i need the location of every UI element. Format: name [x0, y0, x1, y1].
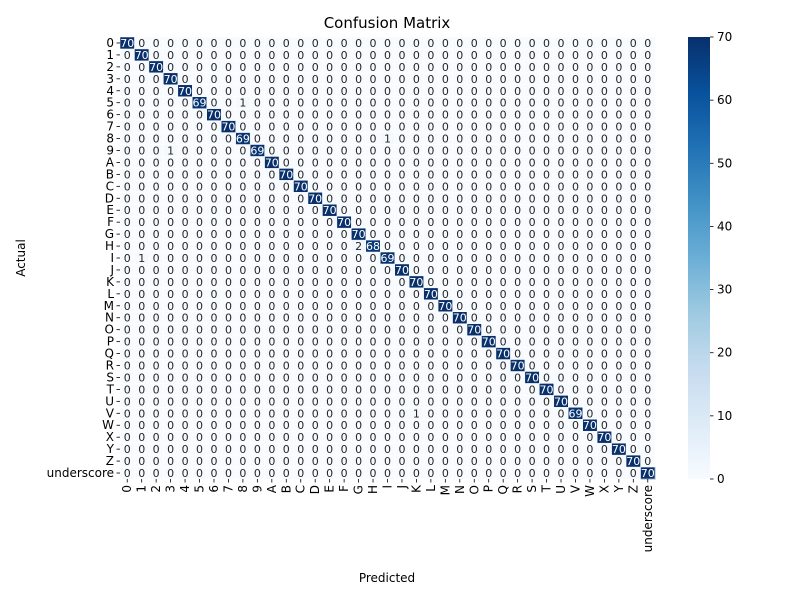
- x-tick-label: 8: [236, 485, 250, 493]
- x-tick-label: Q: [496, 485, 510, 494]
- cell-value-label: 0: [601, 467, 608, 480]
- x-tick-label: P: [482, 485, 496, 492]
- y-axis-label: Actual: [14, 239, 28, 277]
- cell-value-label: 0: [297, 467, 304, 480]
- y-tick-labels: 0123456789ABCDEFGHIJKLMNOPQRSTUVWXYZunde…: [47, 36, 120, 480]
- colorbar-tick-label: 10: [717, 409, 732, 423]
- cell-value-label: 0: [124, 467, 131, 480]
- x-tick-label: H: [366, 485, 380, 494]
- x-tick-label: V: [568, 484, 582, 493]
- cell-value-label: 0: [355, 467, 362, 480]
- x-tick-label: A: [265, 484, 279, 493]
- x-tick-label: 2: [149, 485, 163, 493]
- x-axis-label: Predicted: [359, 571, 415, 585]
- x-tick-label: 9: [250, 485, 264, 493]
- heatmap-cells: 70 0 0 0 0 0 0 0 0 0 0 0 0 0 0 0 0 0 0 0 0 0 0 0 0 0 0 0 0 0 0 0 0 0 0 0 00 7…: [120, 37, 655, 480]
- x-tick-labels: 0 1 2 3 4 5 6 7 8 9 A B C D E F G H I J K L M N O P Q R S T U V W X Y Zunde…: [120, 479, 655, 552]
- cell-value-label: 0: [182, 467, 189, 480]
- cell-value-label: 0: [210, 467, 217, 480]
- x-tick-label: F: [337, 485, 351, 492]
- x-tick-label: Y: [612, 484, 626, 493]
- x-tick-label: W: [583, 485, 597, 497]
- y-tick-label: underscore: [47, 466, 114, 480]
- cell-value-label: 0: [326, 467, 333, 480]
- x-tick-label: U: [554, 485, 568, 494]
- colorbar: 0 10 20 30 40 50 60 70: [688, 30, 732, 486]
- colorbar-tick-label: 0: [717, 472, 725, 486]
- x-tick-label: 1: [135, 485, 149, 493]
- x-tick-label: Z: [626, 485, 640, 493]
- cell-value-label: 0: [615, 467, 622, 480]
- cell-value-label: 0: [456, 467, 463, 480]
- colorbar-tick-label: 50: [717, 156, 732, 170]
- cell-value-label: 70: [641, 467, 655, 480]
- cell-value-label: 0: [196, 467, 203, 480]
- cell-value-label: 0: [283, 467, 290, 480]
- cell-value-label: 0: [398, 467, 405, 480]
- cell-value-label: 0: [413, 467, 420, 480]
- cell-value-label: 0: [341, 467, 348, 480]
- x-tick-label: R: [511, 485, 525, 493]
- x-tick-label: O: [467, 485, 481, 494]
- x-tick-label: E: [323, 485, 337, 493]
- colorbar-gradient: [688, 37, 710, 479]
- cell-value-label: 0: [370, 467, 377, 480]
- colorbar-tick-label: 70: [717, 30, 732, 44]
- colorbar-tick-label: 30: [717, 283, 732, 297]
- cell-value-label: 0: [586, 467, 593, 480]
- cell-value-label: 0: [384, 467, 391, 480]
- cell-value-label: 0: [239, 467, 246, 480]
- x-tick-label: J: [395, 485, 409, 490]
- x-tick-label: G: [352, 485, 366, 494]
- cell-value-label: 0: [138, 467, 145, 480]
- x-tick-label: underscore: [641, 485, 655, 552]
- x-tick-label: 0: [120, 485, 134, 493]
- colorbar-tick-label: 40: [717, 219, 732, 233]
- x-tick-label: L: [424, 485, 438, 492]
- cell-value-label: 0: [485, 467, 492, 480]
- cell-value-label: 0: [225, 467, 232, 480]
- x-tick-label: 3: [164, 485, 178, 493]
- cell-value-label: 0: [558, 467, 565, 480]
- cell-value-label: 0: [572, 467, 579, 480]
- cell-value-label: 0: [153, 467, 160, 480]
- cell-value-label: 0: [514, 467, 521, 480]
- cell-value-label: 0: [427, 467, 434, 480]
- x-tick-label: I: [381, 485, 395, 489]
- x-tick-label: 7: [221, 485, 235, 493]
- x-tick-label: B: [279, 485, 293, 493]
- cell-value-label: 0: [254, 467, 261, 480]
- x-tick-label: M: [438, 485, 452, 495]
- x-tick-label: D: [308, 485, 322, 494]
- colorbar-tick-label: 20: [717, 346, 732, 360]
- x-tick-label: S: [525, 485, 539, 493]
- x-tick-label: C: [294, 485, 308, 493]
- cell-value-label: 0: [167, 467, 174, 480]
- x-tick-label: T: [540, 484, 554, 493]
- x-tick-label: N: [453, 485, 467, 494]
- x-tick-label: K: [409, 484, 423, 493]
- cell-value-label: 0: [529, 467, 536, 480]
- cell-value-label: 0: [500, 467, 507, 480]
- cell-value-label: 0: [630, 467, 637, 480]
- cell-value-label: 0: [471, 467, 478, 480]
- cell-value-label: 0: [442, 467, 449, 480]
- cell-value-label: 0: [543, 467, 550, 480]
- x-tick-label: 5: [193, 485, 207, 493]
- chart-title: Confusion Matrix: [324, 14, 451, 32]
- x-tick-label: 6: [207, 485, 221, 493]
- cell-value-label: 0: [268, 467, 275, 480]
- x-tick-label: 4: [178, 485, 192, 493]
- cell-value-label: 0: [312, 467, 319, 480]
- x-tick-label: X: [597, 485, 611, 493]
- colorbar-tick-label: 60: [717, 93, 732, 107]
